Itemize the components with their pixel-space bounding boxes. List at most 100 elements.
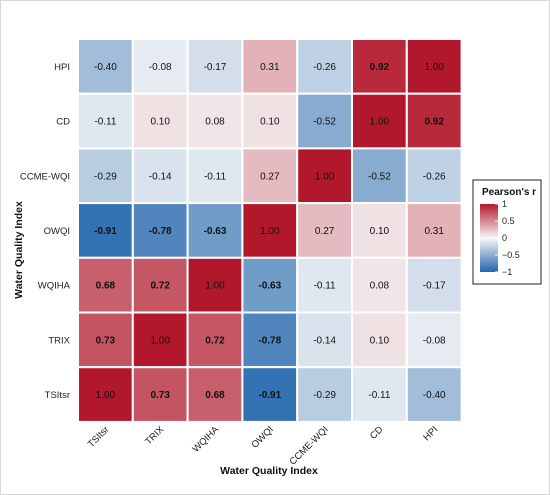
- heatmap-cell: [241, 366, 299, 423]
- cell-value-label: -0.14: [149, 171, 172, 182]
- cell-value-label: -0.40: [94, 62, 117, 73]
- heatmap-cell: [405, 366, 463, 423]
- heatmap-cell: [131, 92, 189, 150]
- x-axis-tick-labels: TSItsr TRIX WQIHA OWQI CCME-WQI CD HPI: [86, 424, 440, 468]
- cell-value-label: -0.52: [313, 117, 336, 128]
- cell-value-label: 0.68: [96, 281, 116, 292]
- legend-color-bar: [480, 204, 498, 272]
- cell-value-label: 1.00: [96, 390, 116, 401]
- cell-value-label: 0.68: [205, 390, 225, 401]
- cell-value-label: 1.00: [424, 62, 444, 73]
- heatmap-cell: [351, 92, 408, 150]
- cell-value-label: -0.11: [314, 281, 336, 292]
- heatmap-cell: [405, 147, 463, 205]
- cell-value-label: 0.27: [315, 226, 335, 237]
- heatmap-cell-labels: -0.40 -0.08 -0.17 0.31 -0.26 0.92 1.00 -0.11 0.1…: [94, 62, 446, 401]
- x-tick-label: CCME-WQI: [287, 424, 330, 467]
- heatmap-cell: [405, 311, 463, 369]
- cell-value-label: 0.92: [370, 62, 390, 73]
- cell-value-label: 1.00: [205, 281, 225, 292]
- cell-value-label: -0.29: [94, 171, 117, 182]
- cell-value-label: 0.08: [205, 117, 225, 128]
- heatmap-cell: [405, 256, 463, 314]
- cell-value-label: -0.78: [258, 335, 281, 346]
- x-tick-label: WQIHA: [191, 424, 222, 455]
- cell-value-label: -0.40: [423, 390, 446, 401]
- heatmap-cell: [186, 366, 244, 423]
- y-tick-label: HPI: [54, 62, 70, 73]
- heatmap-cell: [77, 202, 134, 259]
- cell-value-label: -0.52: [368, 171, 391, 182]
- x-tick-label: CD: [368, 424, 386, 442]
- heatmap-cell: [296, 366, 354, 423]
- cell-value-label: -0.17: [204, 62, 227, 73]
- heatmap-cell: [351, 366, 408, 423]
- heatmap-cell: [131, 256, 189, 314]
- y-tick-label: TRIX: [48, 335, 70, 346]
- cell-value-label: -0.17: [423, 281, 446, 292]
- heatmap-cell: [131, 366, 189, 423]
- x-tick-label: OWQI: [249, 424, 275, 450]
- cell-value-label: 1.00: [150, 335, 170, 346]
- x-tick-label: TSItsr: [86, 424, 112, 450]
- cell-value-label: 1.00: [260, 226, 280, 237]
- heatmap-cell: [241, 92, 299, 150]
- heatmap-cell: [405, 38, 463, 95]
- cell-value-label: 0.92: [424, 117, 444, 128]
- heatmap-cells: [77, 38, 463, 423]
- heatmap-cell: [351, 147, 408, 205]
- cell-value-label: 0.10: [370, 335, 390, 346]
- cell-value-label: 0.72: [205, 335, 225, 346]
- cell-value-label: 0.31: [424, 226, 444, 237]
- heatmap-cell: [131, 147, 189, 205]
- cell-value-label: -0.11: [204, 171, 226, 182]
- cell-value-label: -0.26: [313, 62, 336, 73]
- cell-value-label: 1.00: [315, 171, 335, 182]
- cell-value-label: 0.08: [370, 281, 390, 292]
- cell-value-label: 0.10: [260, 117, 280, 128]
- y-axis-title: Water Quality Index: [13, 201, 25, 299]
- y-tick-label: CCME-WQI: [20, 171, 70, 182]
- heatmap-cell: [296, 147, 354, 205]
- cell-value-label: -0.63: [258, 281, 281, 292]
- heatmap-cell: [77, 311, 134, 369]
- cell-value-label: -0.08: [149, 62, 172, 73]
- cell-value-label: -0.11: [368, 390, 390, 401]
- heatmap-cell: [77, 147, 134, 205]
- cell-value-label: 0.31: [260, 62, 280, 73]
- cell-value-label: 0.73: [96, 335, 116, 346]
- x-tick-label: TRIX: [143, 424, 167, 448]
- cell-value-label: -0.29: [313, 390, 336, 401]
- legend-tick-label: 0: [502, 233, 507, 243]
- heatmap-cell: [296, 202, 354, 259]
- legend-tick-label: 1: [502, 199, 507, 209]
- cell-value-label: 0.10: [370, 226, 390, 237]
- legend-ticks: 1 0.5 0 −0.5 −1: [495, 199, 520, 277]
- cell-value-label: -0.14: [313, 335, 336, 346]
- cell-value-label: 0.72: [150, 281, 170, 292]
- color-legend: Pearson's r 1 0.5 0 −0.5 −1: [472, 179, 542, 285]
- y-tick-label: OWQI: [44, 226, 70, 237]
- cell-value-label: -0.11: [94, 117, 116, 128]
- x-axis-title: Water Quality Index: [220, 465, 318, 477]
- legend-tick-label: 0.5: [502, 216, 515, 226]
- heatmap-cell: [405, 202, 463, 259]
- cell-value-label: -0.91: [94, 226, 117, 237]
- legend-tick-label: −1: [502, 267, 512, 277]
- y-tick-label: WQIHA: [38, 281, 71, 292]
- cell-value-label: -0.63: [204, 226, 227, 237]
- cell-value-label: -0.91: [258, 390, 281, 401]
- cell-value-label: 1.00: [370, 117, 390, 128]
- y-axis-tick-labels: HPI CD CCME-WQI OWQI WQIHA TRIX TSItsr: [20, 62, 71, 401]
- legend-tick-label: −0.5: [502, 250, 520, 260]
- heatmap-cell: [351, 311, 408, 369]
- heatmap-cell: [241, 147, 299, 205]
- cell-value-label: 0.73: [150, 390, 170, 401]
- cell-value-label: 0.27: [260, 171, 280, 182]
- legend-title: Pearson's r: [482, 187, 536, 198]
- x-tick-label: HPI: [421, 424, 440, 443]
- cell-value-label: 0.10: [150, 117, 170, 128]
- cell-value-label: -0.26: [423, 171, 446, 182]
- cell-value-label: -0.78: [149, 226, 172, 237]
